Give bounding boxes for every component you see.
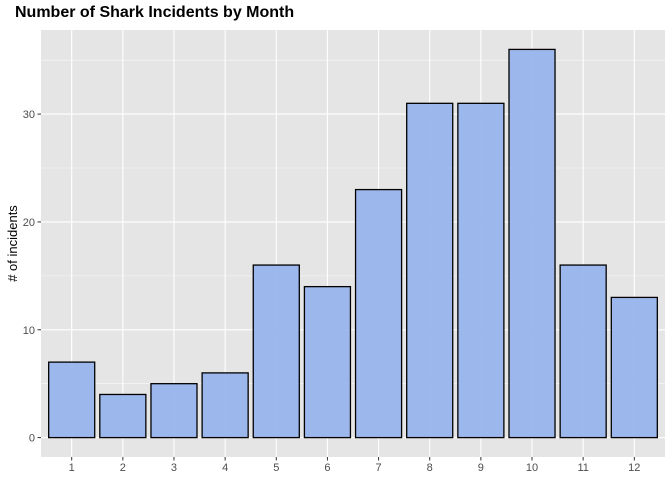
y-tick-label: 0 <box>29 433 35 445</box>
x-tick-label: 12 <box>628 462 640 474</box>
bar-month-2 <box>99 393 147 439</box>
chart-title: Number of Shark Incidents by Month <box>15 4 295 21</box>
x-axis-ticks: 1 2 3 4 5 6 7 8 9 10 11 12 <box>69 457 640 474</box>
bar-month-5 <box>252 264 300 439</box>
x-tick-label: 6 <box>324 462 330 474</box>
x-tick-label: 1 <box>69 462 75 474</box>
x-tick-label: 3 <box>171 462 177 474</box>
x-tick-label: 7 <box>376 462 382 474</box>
x-tick-label: 8 <box>427 462 433 474</box>
y-tick-label: 30 <box>23 109 35 121</box>
x-tick-label: 2 <box>120 462 126 474</box>
x-tick-label: 9 <box>478 462 484 474</box>
x-tick-label: 4 <box>222 462 228 474</box>
y-axis-label: # of incidents <box>5 205 20 282</box>
x-tick-label: 10 <box>526 462 538 474</box>
bar-month-6 <box>303 285 352 439</box>
bar-month-7 <box>354 188 403 439</box>
x-tick-label: 5 <box>273 462 279 474</box>
bar-month-9 <box>457 102 505 439</box>
y-tick-label: 20 <box>23 217 35 229</box>
bar-month-8 <box>406 102 454 439</box>
bars <box>48 48 658 439</box>
x-tick-label: 11 <box>577 462 588 474</box>
bar-month-1 <box>48 361 96 439</box>
bar-month-11 <box>559 264 607 439</box>
y-tick-label: 10 <box>23 325 35 337</box>
y-axis-ticks: 0 10 20 30 <box>23 109 41 445</box>
bar-month-10 <box>508 48 556 439</box>
bar-month-3 <box>150 383 198 439</box>
bar-month-4 <box>201 372 249 439</box>
bar-month-12 <box>610 296 658 439</box>
